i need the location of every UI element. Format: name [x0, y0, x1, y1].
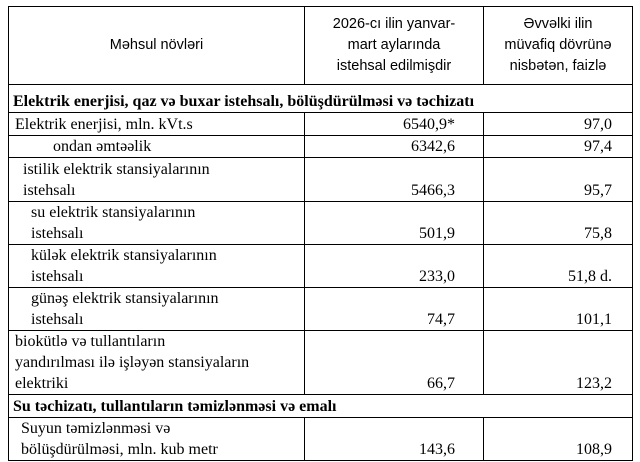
row-value: 143,6: [304, 417, 484, 461]
table-row: ondan əmtəəlik 6342,6 97,4: [8, 135, 633, 158]
row-value: 6540,9*: [304, 112, 484, 136]
header-produced: 2026-cı ilin yanvar- mart aylarında iste…: [304, 6, 484, 85]
table-row: günəş elektrik stansiyalarının istehsalı…: [8, 287, 633, 331]
section-heading: Elektrik enerjisi, qaz və buxar istehsal…: [8, 84, 633, 113]
section-title: Elektrik enerjisi, qaz və buxar istehsal…: [8, 84, 633, 113]
table-row: su elektrik stansiyalarının istehsalı 50…: [8, 201, 633, 245]
header-percent: Əvvəlki ilin müvafiq dövrünə nisbətən, f…: [483, 6, 633, 85]
row-percent: 101,1: [483, 287, 633, 331]
row-value: 6342,6: [304, 135, 484, 158]
production-table: Məhsul növləri 2026-cı ilin yanvar- mart…: [8, 6, 633, 461]
row-percent: 108,9: [483, 417, 633, 461]
table-row: Elektrik enerjisi, mln. kVt.s 6540,9* 97…: [8, 112, 633, 136]
table-row: istilik elektrik stansiyalarının istehsa…: [8, 157, 633, 202]
row-value: 5466,3: [304, 157, 484, 202]
section-heading: Su təchizatı, tullantıların təmizlənməsi…: [8, 394, 633, 418]
row-percent: 97,0: [483, 112, 633, 136]
row-value: 74,7: [304, 287, 484, 331]
row-percent: 123,2: [483, 330, 633, 395]
table-row: biokütlə və tullantıların yandırılması i…: [8, 330, 633, 395]
row-label: günəş elektrik stansiyalarının istehsalı: [8, 287, 305, 331]
row-label: külək elektrik stansiyalarının istehsalı: [8, 244, 305, 288]
table-row: külək elektrik stansiyalarının istehsalı…: [8, 244, 633, 288]
row-percent: 75,8: [483, 201, 633, 245]
table-row: Suyun təmizlənməsi və bölüşdürülməsi, ml…: [8, 417, 633, 461]
table-header: Məhsul növləri 2026-cı ilin yanvar- mart…: [8, 6, 633, 85]
row-value: 501,9: [304, 201, 484, 245]
section-title: Su təchizatı, tullantıların təmizlənməsi…: [8, 394, 633, 418]
row-label: ondan əmtəəlik: [8, 135, 305, 158]
row-value: 66,7: [304, 330, 484, 395]
row-label: biokütlə və tullantıların yandırılması i…: [8, 330, 305, 395]
row-label: Suyun təmizlənməsi və bölüşdürülməsi, ml…: [8, 417, 305, 461]
row-label: Elektrik enerjisi, mln. kVt.s: [8, 112, 305, 136]
row-value: 233,0: [304, 244, 484, 288]
row-percent: 97,4: [483, 135, 633, 158]
row-percent: 51,8 d.: [483, 244, 633, 288]
row-label: su elektrik stansiyalarının istehsalı: [8, 201, 305, 245]
row-percent: 95,7: [483, 157, 633, 202]
header-product-types: Məhsul növləri: [8, 6, 305, 85]
row-label: istilik elektrik stansiyalarının istehsa…: [8, 157, 305, 202]
